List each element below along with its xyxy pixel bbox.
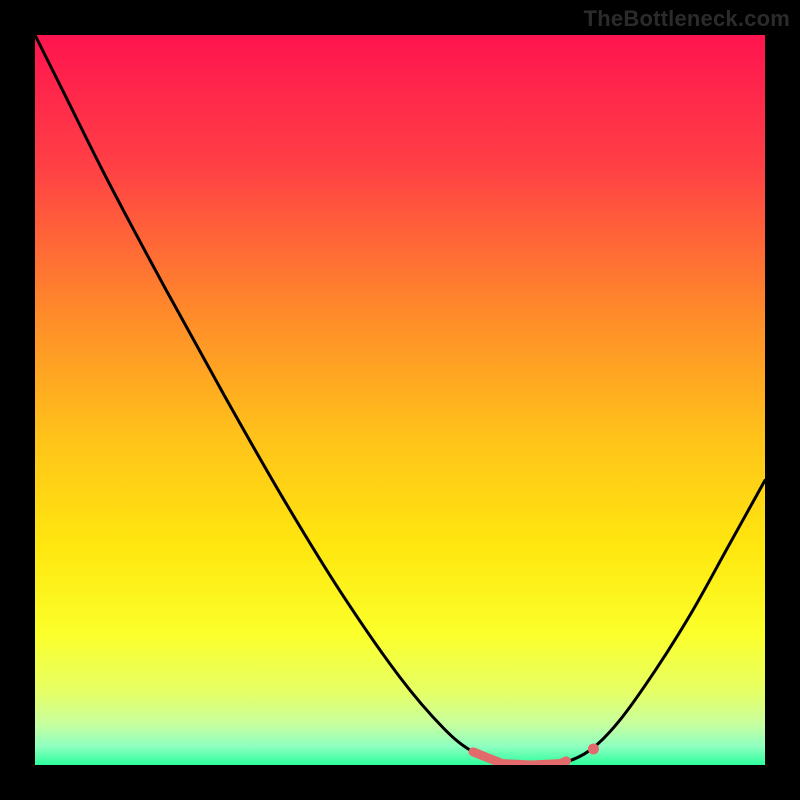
chart-frame: TheBottleneck.com <box>0 0 800 800</box>
watermark-text: TheBottleneck.com <box>584 6 790 32</box>
heatmap-background <box>35 35 765 765</box>
plot-area <box>35 35 765 765</box>
heatmap-rect <box>35 35 765 765</box>
